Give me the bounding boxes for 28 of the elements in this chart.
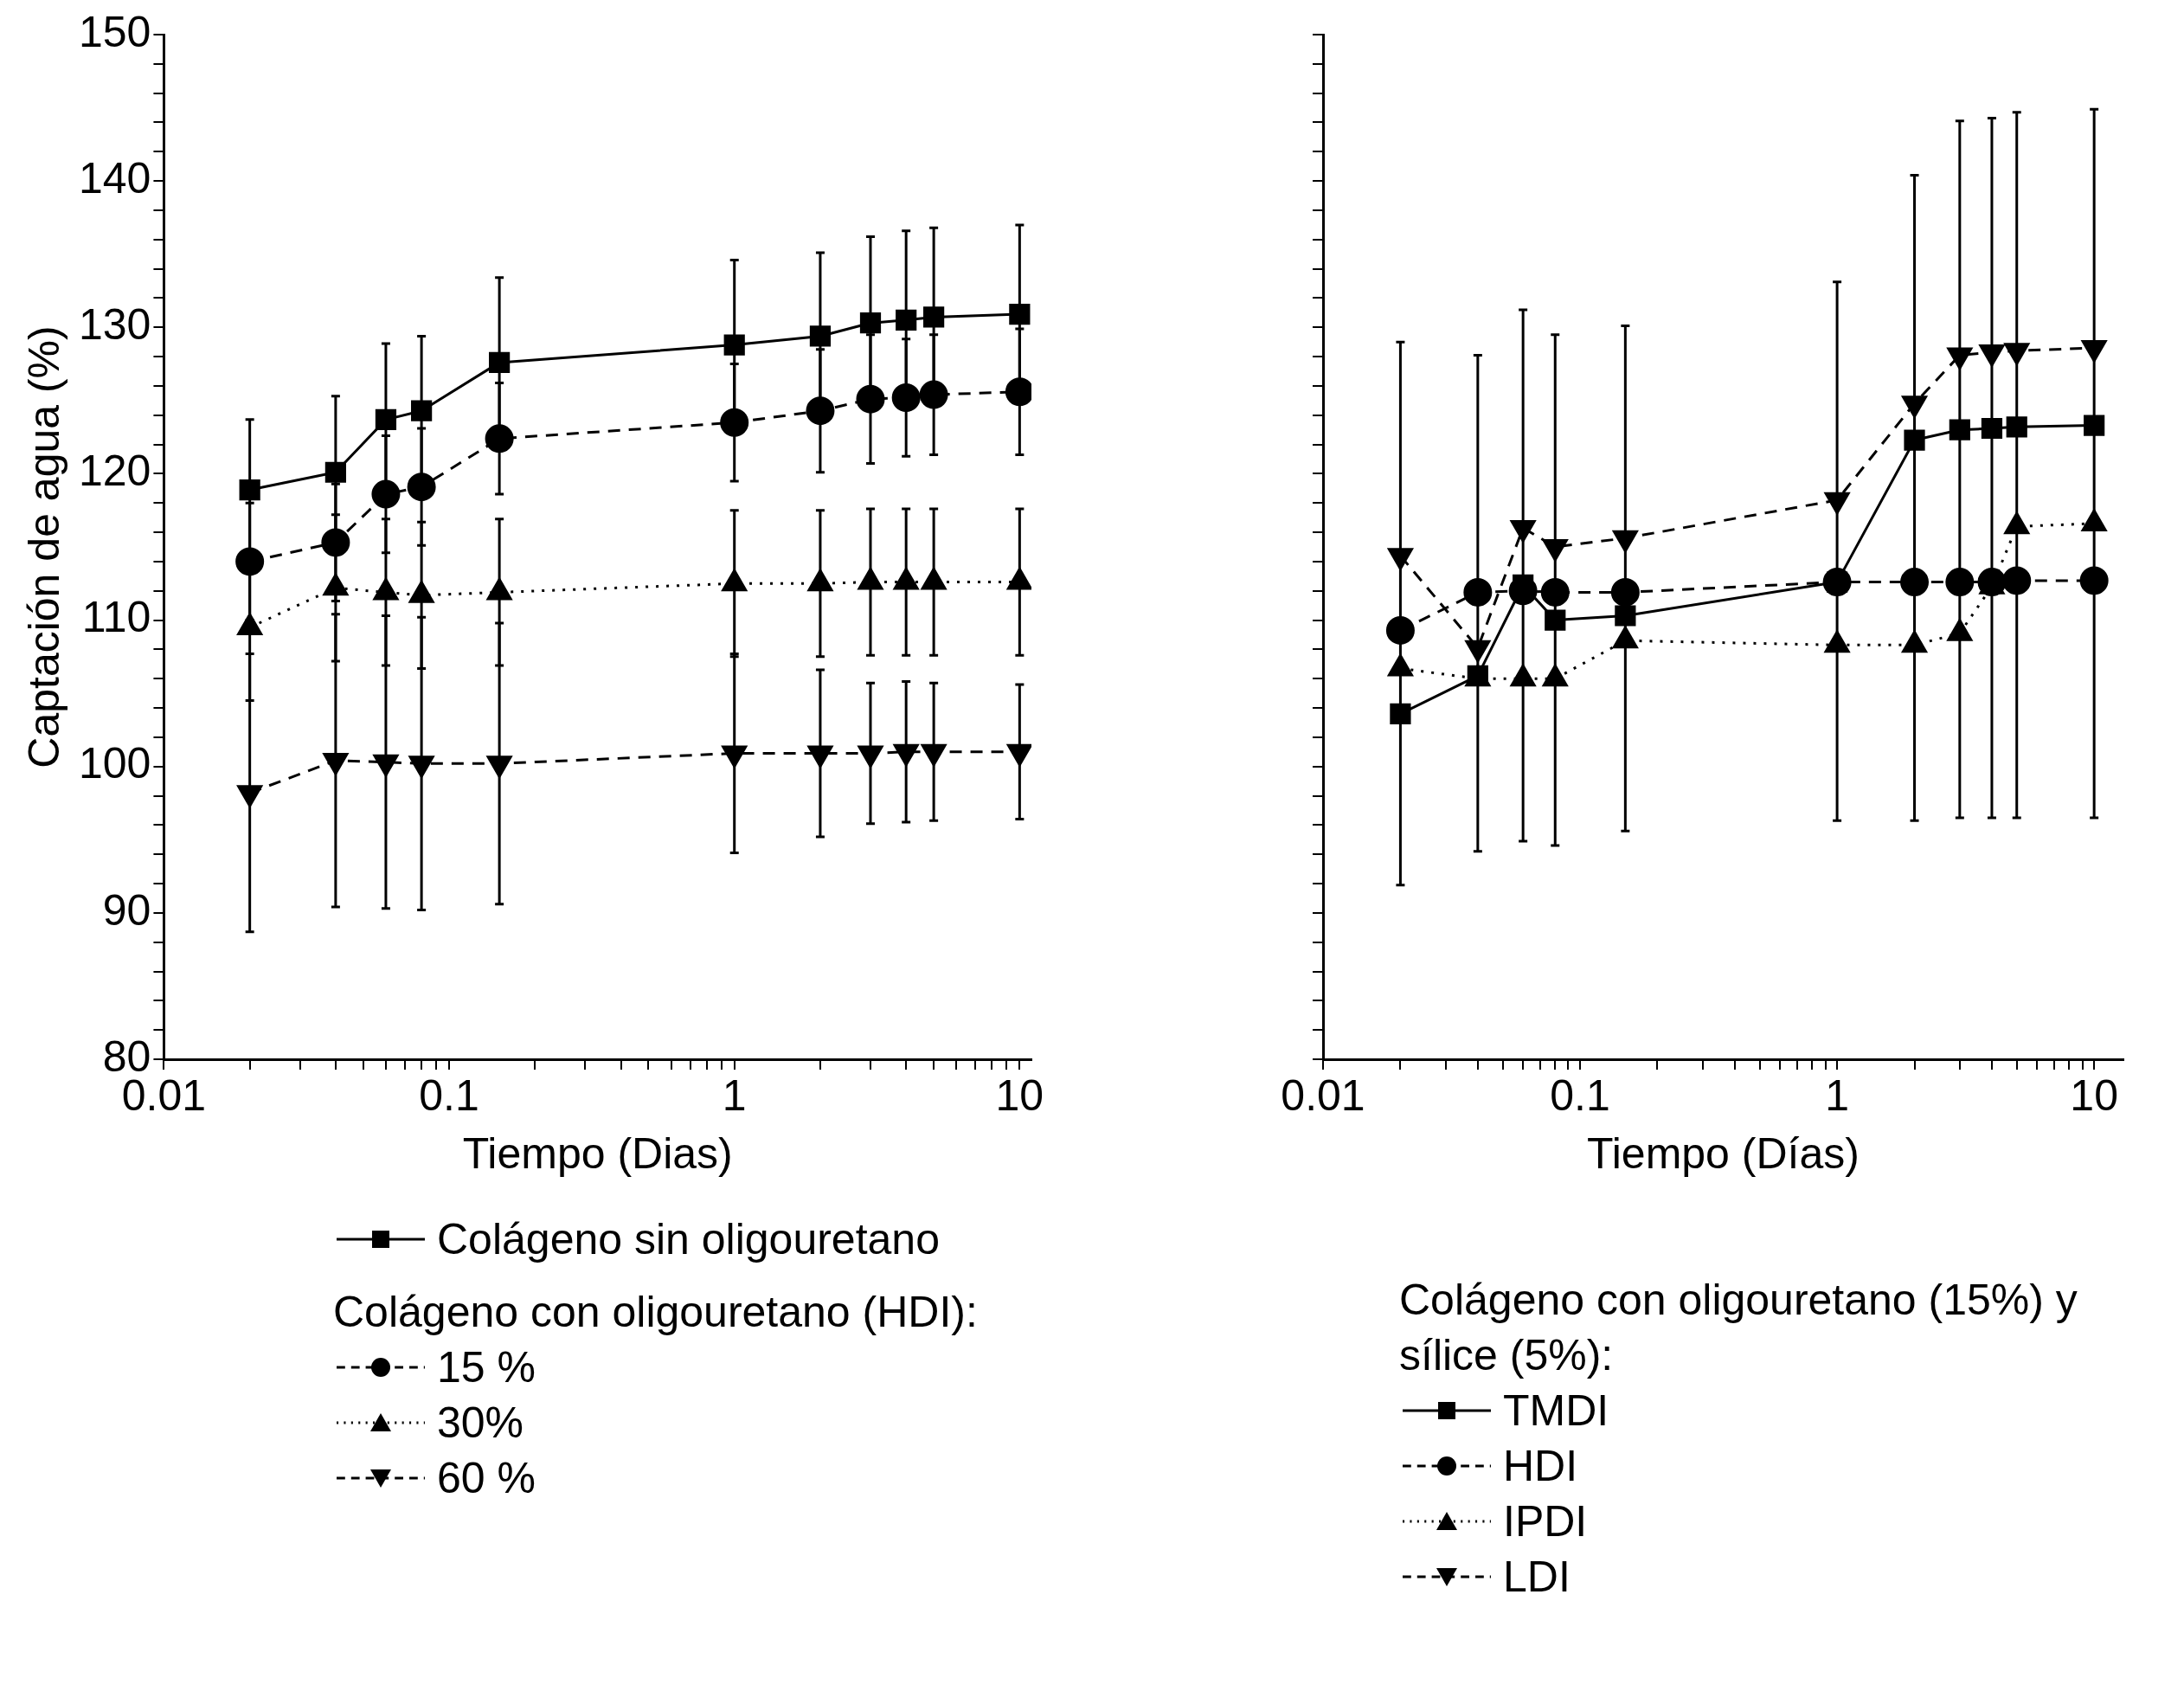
legend-label: 60 % — [437, 1453, 536, 1504]
x-tick-label: 0.01 — [1281, 1071, 1365, 1120]
x-tick-label: 10 — [995, 1071, 1044, 1120]
legend-title: Colágeno con oligouretano (15%) y sílice (5%): — [1399, 1275, 2078, 1381]
legend-label: 30% — [437, 1398, 524, 1449]
legend-label: LDI — [1503, 1552, 1571, 1603]
legend-title: Colágeno con oligouretano (HDI): — [333, 1287, 979, 1338]
y-tick-label: 90 — [102, 885, 151, 935]
y-tick-label: 140 — [78, 153, 151, 203]
legend-label: 15 % — [437, 1342, 536, 1393]
x-tick-label: 0.1 — [1550, 1071, 1610, 1120]
legend-label: Colágeno sin oligouretano — [437, 1214, 940, 1265]
y-tick-label: 120 — [78, 447, 151, 496]
x-axis-title: Tiempo (Dias) — [462, 1128, 733, 1178]
legend-label: TMDI — [1503, 1386, 1609, 1437]
x-axis-title: Tiempo (Días) — [1587, 1128, 1860, 1178]
x-tick-label: 10 — [2070, 1071, 2118, 1120]
legend-label: IPDI — [1503, 1496, 1588, 1547]
y-tick-label: 110 — [81, 593, 151, 642]
y-axis-title: Captación de agua (%) — [19, 325, 68, 768]
y-tick-label: 100 — [78, 739, 151, 788]
x-tick-label: 0.1 — [419, 1071, 479, 1120]
y-tick-label: 150 — [78, 7, 151, 56]
x-tick-label: 0.01 — [121, 1071, 207, 1120]
x-tick-label: 1 — [1825, 1071, 1850, 1120]
x-tick-label: 1 — [722, 1071, 747, 1120]
legend-label: HDI — [1503, 1441, 1578, 1492]
y-tick-label: 130 — [78, 300, 151, 350]
